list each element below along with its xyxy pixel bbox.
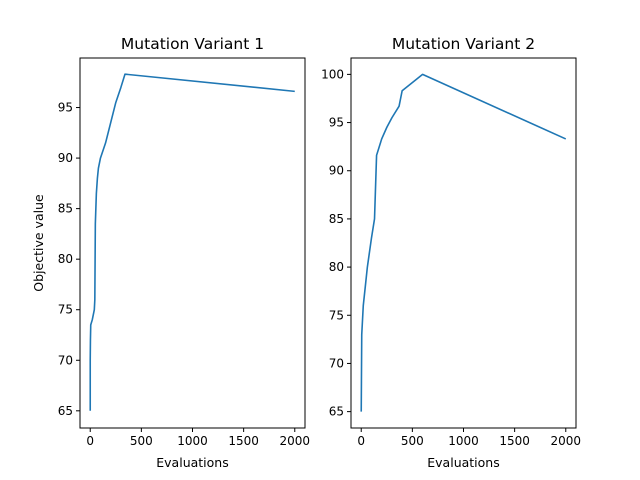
x-tick-label: 500 (130, 434, 153, 448)
y-tick-label: 85 (58, 202, 73, 216)
y-tick-label: 85 (329, 212, 344, 226)
x-tick-label: 1000 (448, 434, 479, 448)
y-tick-label: 75 (58, 303, 73, 317)
x-tick-label: 0 (357, 434, 365, 448)
subplot-title: Mutation Variant 1 (121, 35, 264, 53)
y-tick-label: 70 (58, 353, 73, 367)
x-axis-label: Evaluations (427, 455, 499, 470)
series-line (89, 73, 295, 411)
x-tick-label: 1000 (177, 434, 208, 448)
subplot-mutation-variant-1: Mutation Variant 1 Evaluations Objective… (31, 35, 310, 470)
y-tick-label: 80 (329, 260, 344, 274)
subplot-title: Mutation Variant 2 (392, 35, 535, 53)
x-tick-label: 2000 (550, 434, 581, 448)
y-tick-label: 90 (329, 164, 344, 178)
y-tick-label: 80 (58, 252, 73, 266)
x-tick-label: 1500 (228, 434, 259, 448)
y-tick-label: 75 (329, 308, 344, 322)
x-tick-label: 0 (86, 434, 94, 448)
series-line (360, 73, 567, 412)
x-tick-label: 2000 (279, 434, 310, 448)
x-tick-label: 1500 (499, 434, 530, 448)
y-tick-label: 70 (329, 356, 344, 370)
y-tick-label: 95 (329, 116, 344, 130)
y-tick-label: 90 (58, 151, 73, 165)
y-tick-label: 95 (58, 101, 73, 115)
y-tick-label: 100 (321, 67, 344, 81)
x-axis-label: Evaluations (156, 455, 228, 470)
y-tick-label: 65 (58, 404, 73, 418)
subplot-mutation-variant-2: Mutation Variant 2 Evaluations 0 500 1000 1… (321, 35, 581, 470)
x-tick-label: 500 (401, 434, 424, 448)
y-axis-label: Objective value (31, 194, 46, 292)
y-tick-label: 65 (329, 405, 344, 419)
